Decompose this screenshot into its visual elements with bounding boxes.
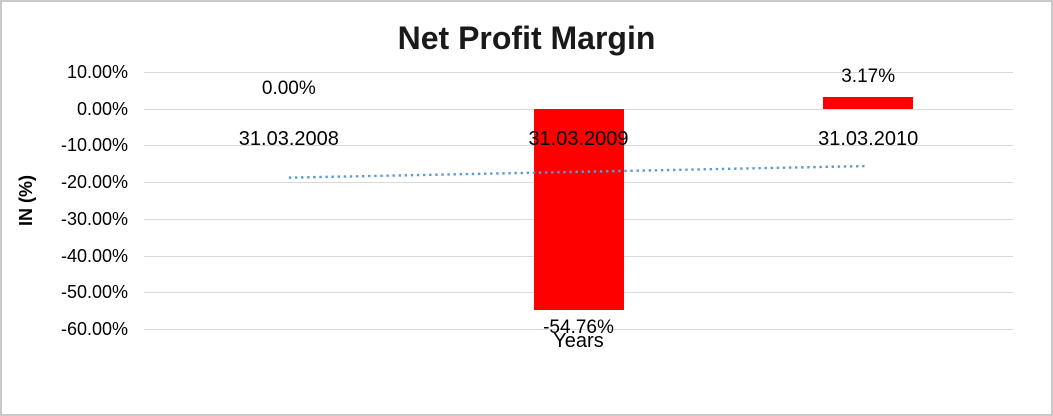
trendline	[288, 164, 869, 179]
data-label-31.03.2008: 0.00%	[261, 77, 316, 99]
y-axis-tick-label: -10.00%	[60, 135, 128, 156]
y-axis-tick-label: -30.00%	[60, 208, 128, 229]
data-label-31.03.2010: 3.17%	[841, 66, 896, 88]
category-label-31.03.2010: 31.03.2010	[818, 127, 919, 150]
bar-31.03.2009	[533, 108, 624, 310]
category-label-31.03.2008: 31.03.2008	[238, 127, 339, 150]
trendline-segment	[288, 164, 869, 179]
data-label-31.03.2009: -54.76%	[543, 316, 614, 338]
gridline	[144, 329, 1013, 330]
y-axis-tick-label: 10.00%	[66, 62, 128, 82]
y-axis-tick-label: -40.00%	[60, 245, 128, 266]
category-label-31.03.2009: 31.03.2009	[528, 127, 629, 150]
chart-title: Net Profit Margin	[397, 20, 656, 56]
y-axis-tick-label: -20.00%	[60, 172, 128, 193]
gridline	[144, 72, 1013, 73]
plot-area: 31.03.2008 0.00% 31.03.2009 -54.76% 31.03.20…	[144, 67, 1013, 337]
y-axis-tick-label: 0.00%	[76, 98, 128, 119]
x-axis-title: Years	[553, 330, 604, 352]
y-axis-tick-label: -60.00%	[60, 319, 128, 339]
y-axis-tick-label: -50.00%	[60, 282, 128, 303]
bar-31.03.2010	[823, 97, 914, 109]
